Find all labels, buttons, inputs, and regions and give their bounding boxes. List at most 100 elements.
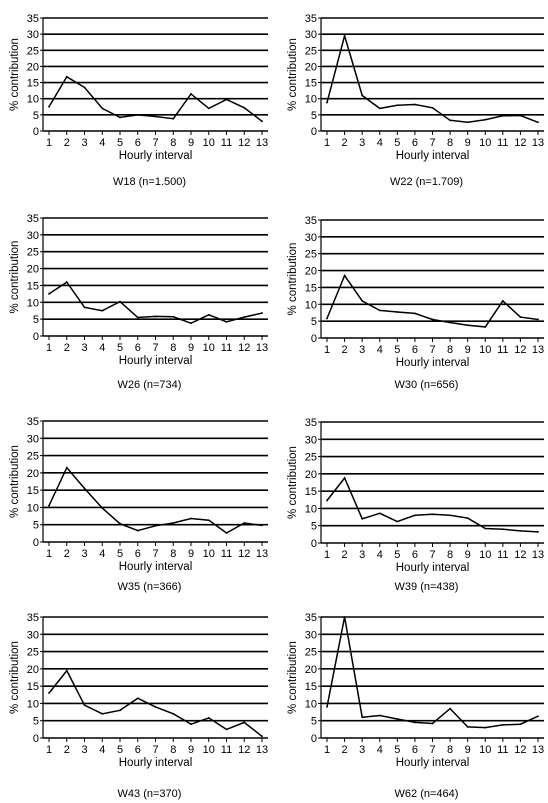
y-tick-label: 35 bbox=[305, 215, 317, 227]
y-tick-label: 10 bbox=[305, 94, 317, 106]
y-tick-label: 0 bbox=[33, 126, 39, 138]
y-tick-label: 15 bbox=[305, 681, 317, 693]
data-point bbox=[243, 106, 246, 109]
data-point bbox=[466, 517, 469, 520]
data-point bbox=[501, 723, 504, 726]
x-tick-label: 3 bbox=[81, 548, 87, 560]
data-point bbox=[83, 306, 86, 309]
x-tick-label: 13 bbox=[256, 744, 268, 756]
y-tick-label: 35 bbox=[305, 13, 317, 25]
y-tick-label: 35 bbox=[27, 416, 39, 428]
y-tick-label: 20 bbox=[27, 468, 39, 480]
x-tick-label: 3 bbox=[81, 744, 87, 756]
y-axis-label: % contribution bbox=[9, 641, 21, 714]
data-point bbox=[190, 723, 192, 726]
data-point bbox=[414, 721, 416, 724]
y-tick-label: 25 bbox=[27, 247, 39, 259]
x-tick-label: 8 bbox=[447, 137, 453, 149]
y-tick-label: 20 bbox=[305, 664, 317, 676]
data-point bbox=[484, 726, 487, 729]
data-point bbox=[136, 113, 139, 116]
data-point bbox=[519, 316, 522, 318]
data-point bbox=[154, 315, 157, 318]
data-point bbox=[484, 118, 487, 121]
x-tick-label: 4 bbox=[377, 549, 383, 561]
data-point bbox=[136, 529, 139, 532]
y-tick-label: 30 bbox=[27, 230, 39, 242]
y-tick-label: 20 bbox=[27, 664, 39, 676]
data-point bbox=[119, 709, 121, 712]
chart-caption: W18 (n=1.500) bbox=[113, 176, 186, 188]
data-point bbox=[172, 522, 175, 524]
y-tick-label: 0 bbox=[311, 538, 317, 550]
data-point bbox=[207, 107, 210, 110]
y-tick-label: 20 bbox=[305, 61, 317, 73]
x-tick-label: 11 bbox=[497, 549, 508, 561]
x-tick-label: 10 bbox=[479, 744, 491, 756]
x-tick-label: 6 bbox=[412, 344, 418, 356]
y-tick-label: 35 bbox=[305, 417, 317, 429]
data-point bbox=[343, 34, 346, 37]
data-point bbox=[343, 274, 346, 277]
data-point bbox=[261, 524, 263, 527]
x-tick-label: 6 bbox=[135, 548, 141, 560]
data-point bbox=[48, 692, 50, 694]
x-tick-label: 5 bbox=[117, 137, 123, 149]
x-tick-label: 1 bbox=[324, 344, 330, 356]
data-point bbox=[136, 697, 139, 700]
chart-caption: W35 (n=366) bbox=[118, 581, 182, 593]
x-tick-label: 10 bbox=[203, 342, 215, 354]
x-tick-label: 4 bbox=[99, 342, 105, 354]
data-point bbox=[537, 715, 539, 718]
y-tick-label: 5 bbox=[311, 716, 317, 728]
chart-caption: W39 (n=438) bbox=[395, 581, 459, 593]
x-tick-label: 10 bbox=[479, 549, 491, 561]
y-tick-label: 5 bbox=[33, 716, 39, 728]
x-tick-label: 9 bbox=[188, 137, 194, 149]
x-tick-label: 3 bbox=[81, 137, 87, 149]
data-point bbox=[449, 707, 451, 710]
data-point bbox=[378, 107, 381, 110]
data-point bbox=[101, 309, 104, 312]
data-point bbox=[361, 300, 364, 302]
x-tick-label: 12 bbox=[238, 548, 250, 560]
x-tick-label: 4 bbox=[377, 744, 383, 756]
y-tick-label: 30 bbox=[305, 434, 317, 446]
x-tick-label: 5 bbox=[117, 548, 123, 560]
y-axis-label: % contribution bbox=[9, 38, 21, 111]
data-line bbox=[326, 476, 539, 533]
data-point bbox=[243, 522, 246, 524]
data-point bbox=[431, 722, 434, 725]
y-tick-label: 30 bbox=[27, 629, 39, 641]
data-point bbox=[378, 714, 381, 717]
data-point bbox=[119, 522, 121, 525]
data-point bbox=[378, 512, 381, 515]
y-axis-label: % contribution bbox=[9, 241, 21, 314]
data-point bbox=[343, 477, 346, 479]
y-tick-label: 5 bbox=[33, 314, 39, 326]
y-tick-label: 35 bbox=[27, 612, 39, 624]
data-point bbox=[519, 114, 522, 117]
data-point bbox=[361, 517, 364, 520]
data-point bbox=[172, 117, 175, 120]
x-tick-label: 5 bbox=[394, 344, 400, 356]
data-point bbox=[48, 292, 50, 295]
data-point bbox=[172, 712, 175, 715]
x-tick-label: 3 bbox=[359, 549, 365, 561]
y-tick-label: 15 bbox=[305, 486, 317, 498]
x-tick-label: 13 bbox=[256, 548, 268, 560]
y-tick-label: 25 bbox=[27, 451, 39, 463]
data-point bbox=[519, 723, 522, 726]
x-tick-label: 7 bbox=[429, 744, 435, 756]
y-tick-label: 25 bbox=[27, 45, 39, 57]
x-tick-label: 1 bbox=[324, 744, 330, 756]
data-point bbox=[396, 311, 399, 313]
y-tick-label: 15 bbox=[27, 681, 39, 693]
data-point bbox=[65, 281, 68, 283]
data-point bbox=[537, 121, 539, 124]
x-tick-label: 10 bbox=[203, 744, 215, 756]
data-point bbox=[83, 487, 86, 490]
data-point bbox=[225, 532, 228, 534]
